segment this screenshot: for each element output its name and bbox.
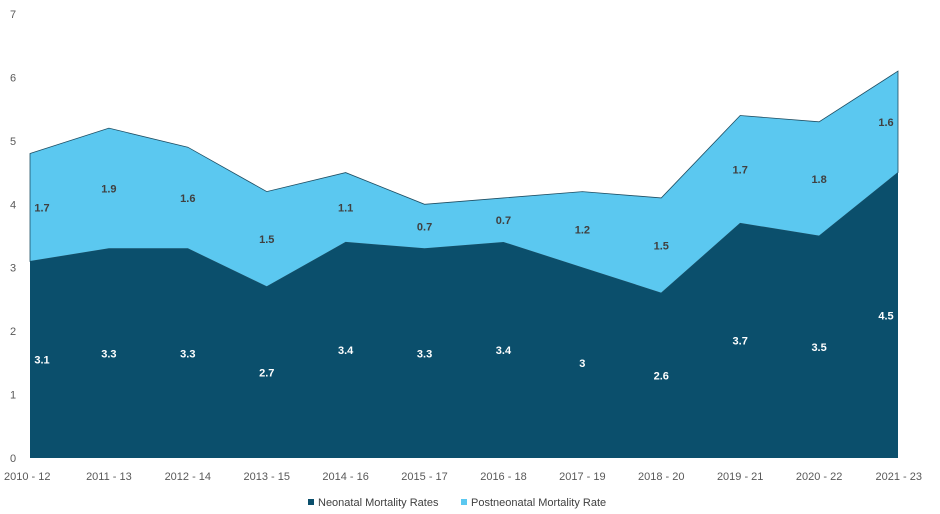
x-tick-label: 2011 - 13 <box>86 471 132 483</box>
data-label: 3.3 <box>180 348 195 360</box>
x-tick-label: 2019 - 21 <box>717 471 763 483</box>
data-label: 0.7 <box>417 221 432 233</box>
y-tick-label: 0 <box>10 453 16 465</box>
legend: Neonatal Mortality Rates Postneonatal Mor… <box>308 497 606 509</box>
data-labels: 3.1 3.3 3.3 2.7 3.4 3.3 3.4 3 2.6 3.7 3.5 4.5 1.7 1.9… <box>34 117 893 383</box>
x-tick-label: 2012 - 14 <box>165 471 211 483</box>
y-tick-label: 3 <box>10 263 16 275</box>
data-label: 1.7 <box>34 202 49 214</box>
y-tick-label: 6 <box>10 72 16 84</box>
data-label: 3.1 <box>34 355 49 367</box>
y-tick-label: 1 <box>10 390 16 402</box>
legend-label: Postneonatal Mortality Rate <box>471 497 606 509</box>
x-axis-ticks: 2010 - 12 2011 - 13 2012 - 14 2013 - 15 2014… <box>4 471 922 483</box>
data-label: 1.2 <box>575 225 590 237</box>
data-label: 1.7 <box>733 164 748 176</box>
x-tick-label: 2015 - 17 <box>401 471 447 483</box>
x-tick-label: 2010 - 12 <box>4 471 50 483</box>
x-tick-label: 2021 - 23 <box>876 471 922 483</box>
x-tick-label: 2017 - 19 <box>559 471 605 483</box>
data-label: 3.3 <box>101 348 116 360</box>
data-label: 3.4 <box>338 345 354 357</box>
y-axis-ticks: 0 1 2 3 4 5 6 7 <box>10 9 16 465</box>
data-label: 3 <box>579 358 585 370</box>
legend-swatch <box>461 499 467 505</box>
x-tick-label: 2014 - 16 <box>322 471 368 483</box>
data-label: 3.3 <box>417 348 432 360</box>
areas-layer <box>29 70 899 459</box>
y-tick-label: 7 <box>10 9 16 21</box>
x-tick-label: 2020 - 22 <box>796 471 842 483</box>
data-label: 3.5 <box>811 342 826 354</box>
data-label: 1.1 <box>338 202 353 214</box>
y-tick-label: 2 <box>10 326 16 338</box>
data-label: 1.9 <box>101 183 116 195</box>
y-tick-label: 5 <box>10 136 16 148</box>
y-tick-label: 4 <box>10 199 16 211</box>
x-tick-label: 2018 - 20 <box>638 471 684 483</box>
data-label: 1.6 <box>180 193 195 205</box>
data-label: 2.7 <box>259 367 274 379</box>
data-label: 1.6 <box>878 117 893 129</box>
data-label: 1.5 <box>259 234 274 246</box>
data-label: 3.4 <box>496 345 512 357</box>
legend-swatch <box>308 499 314 505</box>
data-label: 3.7 <box>733 336 748 348</box>
x-tick-label: 2013 - 15 <box>243 471 289 483</box>
data-label: 1.8 <box>811 174 826 186</box>
data-label: 0.7 <box>496 215 511 227</box>
data-label: 2.6 <box>654 371 669 383</box>
legend-label: Neonatal Mortality Rates <box>318 497 439 509</box>
area-0 <box>30 172 898 459</box>
x-tick-label: 2016 - 18 <box>480 471 526 483</box>
data-label: 1.5 <box>654 241 669 253</box>
data-label: 4.5 <box>878 310 893 322</box>
